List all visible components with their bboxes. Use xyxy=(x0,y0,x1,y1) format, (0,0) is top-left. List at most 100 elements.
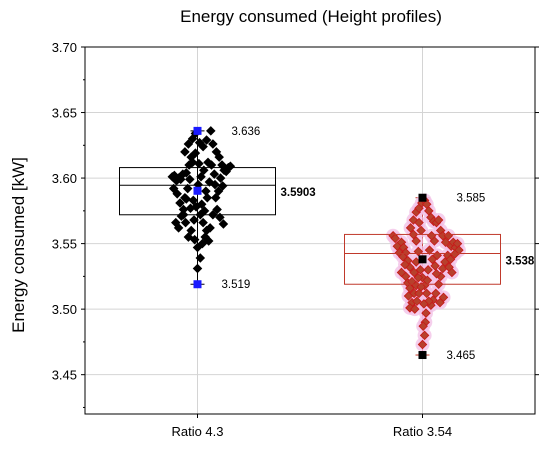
data-point xyxy=(421,308,431,318)
data-point xyxy=(189,215,199,225)
data-point xyxy=(194,158,204,169)
data-point xyxy=(400,259,410,270)
y-tick-label: 3.45 xyxy=(52,368,77,383)
min-marker xyxy=(418,351,427,360)
data-point xyxy=(421,288,432,299)
data-point xyxy=(225,161,236,172)
data-point xyxy=(180,217,191,228)
plot-frame xyxy=(84,46,536,415)
data-point xyxy=(186,225,196,236)
data-point xyxy=(411,236,421,246)
data-point xyxy=(430,261,440,271)
data-point xyxy=(413,272,424,283)
data-point xyxy=(201,135,212,145)
data-point xyxy=(175,198,185,208)
data-point xyxy=(215,212,225,223)
data-point xyxy=(192,263,203,274)
data-point xyxy=(396,267,407,278)
data-point xyxy=(213,186,224,196)
data-point xyxy=(196,171,206,182)
y-tick-label: 3.60 xyxy=(52,171,77,186)
data-point xyxy=(198,217,208,228)
data-point xyxy=(408,215,419,225)
data-point xyxy=(449,249,460,259)
y-tick-label: 3.55 xyxy=(52,237,77,252)
axis-layer: 3.45 3.50 3.55 3.60 3.65 3.70 Ratio 4.3 Ratio 3… xyxy=(52,40,539,439)
y-axis-label: Energy consumed [kW] xyxy=(9,157,28,333)
data-point xyxy=(217,181,228,191)
data-point xyxy=(206,126,216,136)
data-point xyxy=(204,177,215,187)
data-point xyxy=(190,148,201,158)
data-point xyxy=(199,165,209,175)
max-marker xyxy=(418,193,427,202)
min-label: 3.465 xyxy=(447,350,476,362)
data-point xyxy=(202,192,213,203)
data-point xyxy=(419,330,430,341)
max-label: 3.636 xyxy=(232,126,261,138)
data-point xyxy=(418,321,428,331)
data-point xyxy=(415,265,426,275)
data-point xyxy=(445,254,456,265)
data-point xyxy=(405,223,416,233)
data-point xyxy=(433,215,444,225)
max-marker xyxy=(193,126,202,135)
data-point xyxy=(183,139,194,149)
point-layer xyxy=(119,126,501,360)
mean-label: 3.538 xyxy=(506,255,535,267)
data-point xyxy=(416,282,426,292)
min-label: 3.519 xyxy=(222,279,251,291)
box xyxy=(119,167,276,216)
data-point xyxy=(214,152,224,162)
x-tick-label: Ratio 4.3 xyxy=(171,424,223,439)
data-point xyxy=(417,339,428,350)
x-tick-label: Ratio 3.54 xyxy=(393,424,452,439)
data-point xyxy=(403,291,414,301)
min-marker xyxy=(193,280,202,289)
data-point xyxy=(440,237,451,248)
data-point xyxy=(447,267,457,278)
data-point xyxy=(181,168,192,178)
data-point xyxy=(210,179,220,190)
data-point xyxy=(180,147,190,157)
data-point xyxy=(183,232,194,242)
mean-marker xyxy=(193,186,202,195)
data-point xyxy=(195,253,206,263)
data-point xyxy=(398,251,408,262)
data-point xyxy=(431,268,442,279)
box xyxy=(344,233,501,285)
chart-title: Energy consumed (Height profiles) xyxy=(180,7,442,26)
label-layer: 3.636 3.5903 3.519 3.585 3.538 3.465 xyxy=(222,126,535,362)
data-point xyxy=(182,183,193,194)
data-point xyxy=(185,174,195,185)
data-point xyxy=(412,296,422,307)
data-point xyxy=(215,173,226,183)
data-point xyxy=(181,194,192,204)
data-point xyxy=(410,304,420,314)
data-point xyxy=(172,189,182,199)
y-tick-label: 3.70 xyxy=(52,40,77,55)
data-point xyxy=(390,233,400,244)
data-point xyxy=(218,219,229,229)
data-point xyxy=(185,203,196,213)
data-point xyxy=(208,139,218,149)
data-point xyxy=(196,199,207,210)
data-point xyxy=(438,292,449,303)
data-point xyxy=(424,245,435,255)
data-point xyxy=(414,217,424,228)
data-point xyxy=(201,186,211,196)
data-point xyxy=(173,223,184,233)
data-point xyxy=(187,157,198,168)
data-point xyxy=(423,265,433,275)
y-tick-label: 3.65 xyxy=(52,106,77,121)
data-point xyxy=(431,288,441,299)
data-point xyxy=(203,236,214,246)
data-point xyxy=(198,141,208,152)
data-point xyxy=(212,204,222,215)
mean-marker xyxy=(418,255,427,264)
max-label: 3.585 xyxy=(457,193,486,205)
data-point xyxy=(210,192,221,203)
data-point xyxy=(209,169,220,179)
